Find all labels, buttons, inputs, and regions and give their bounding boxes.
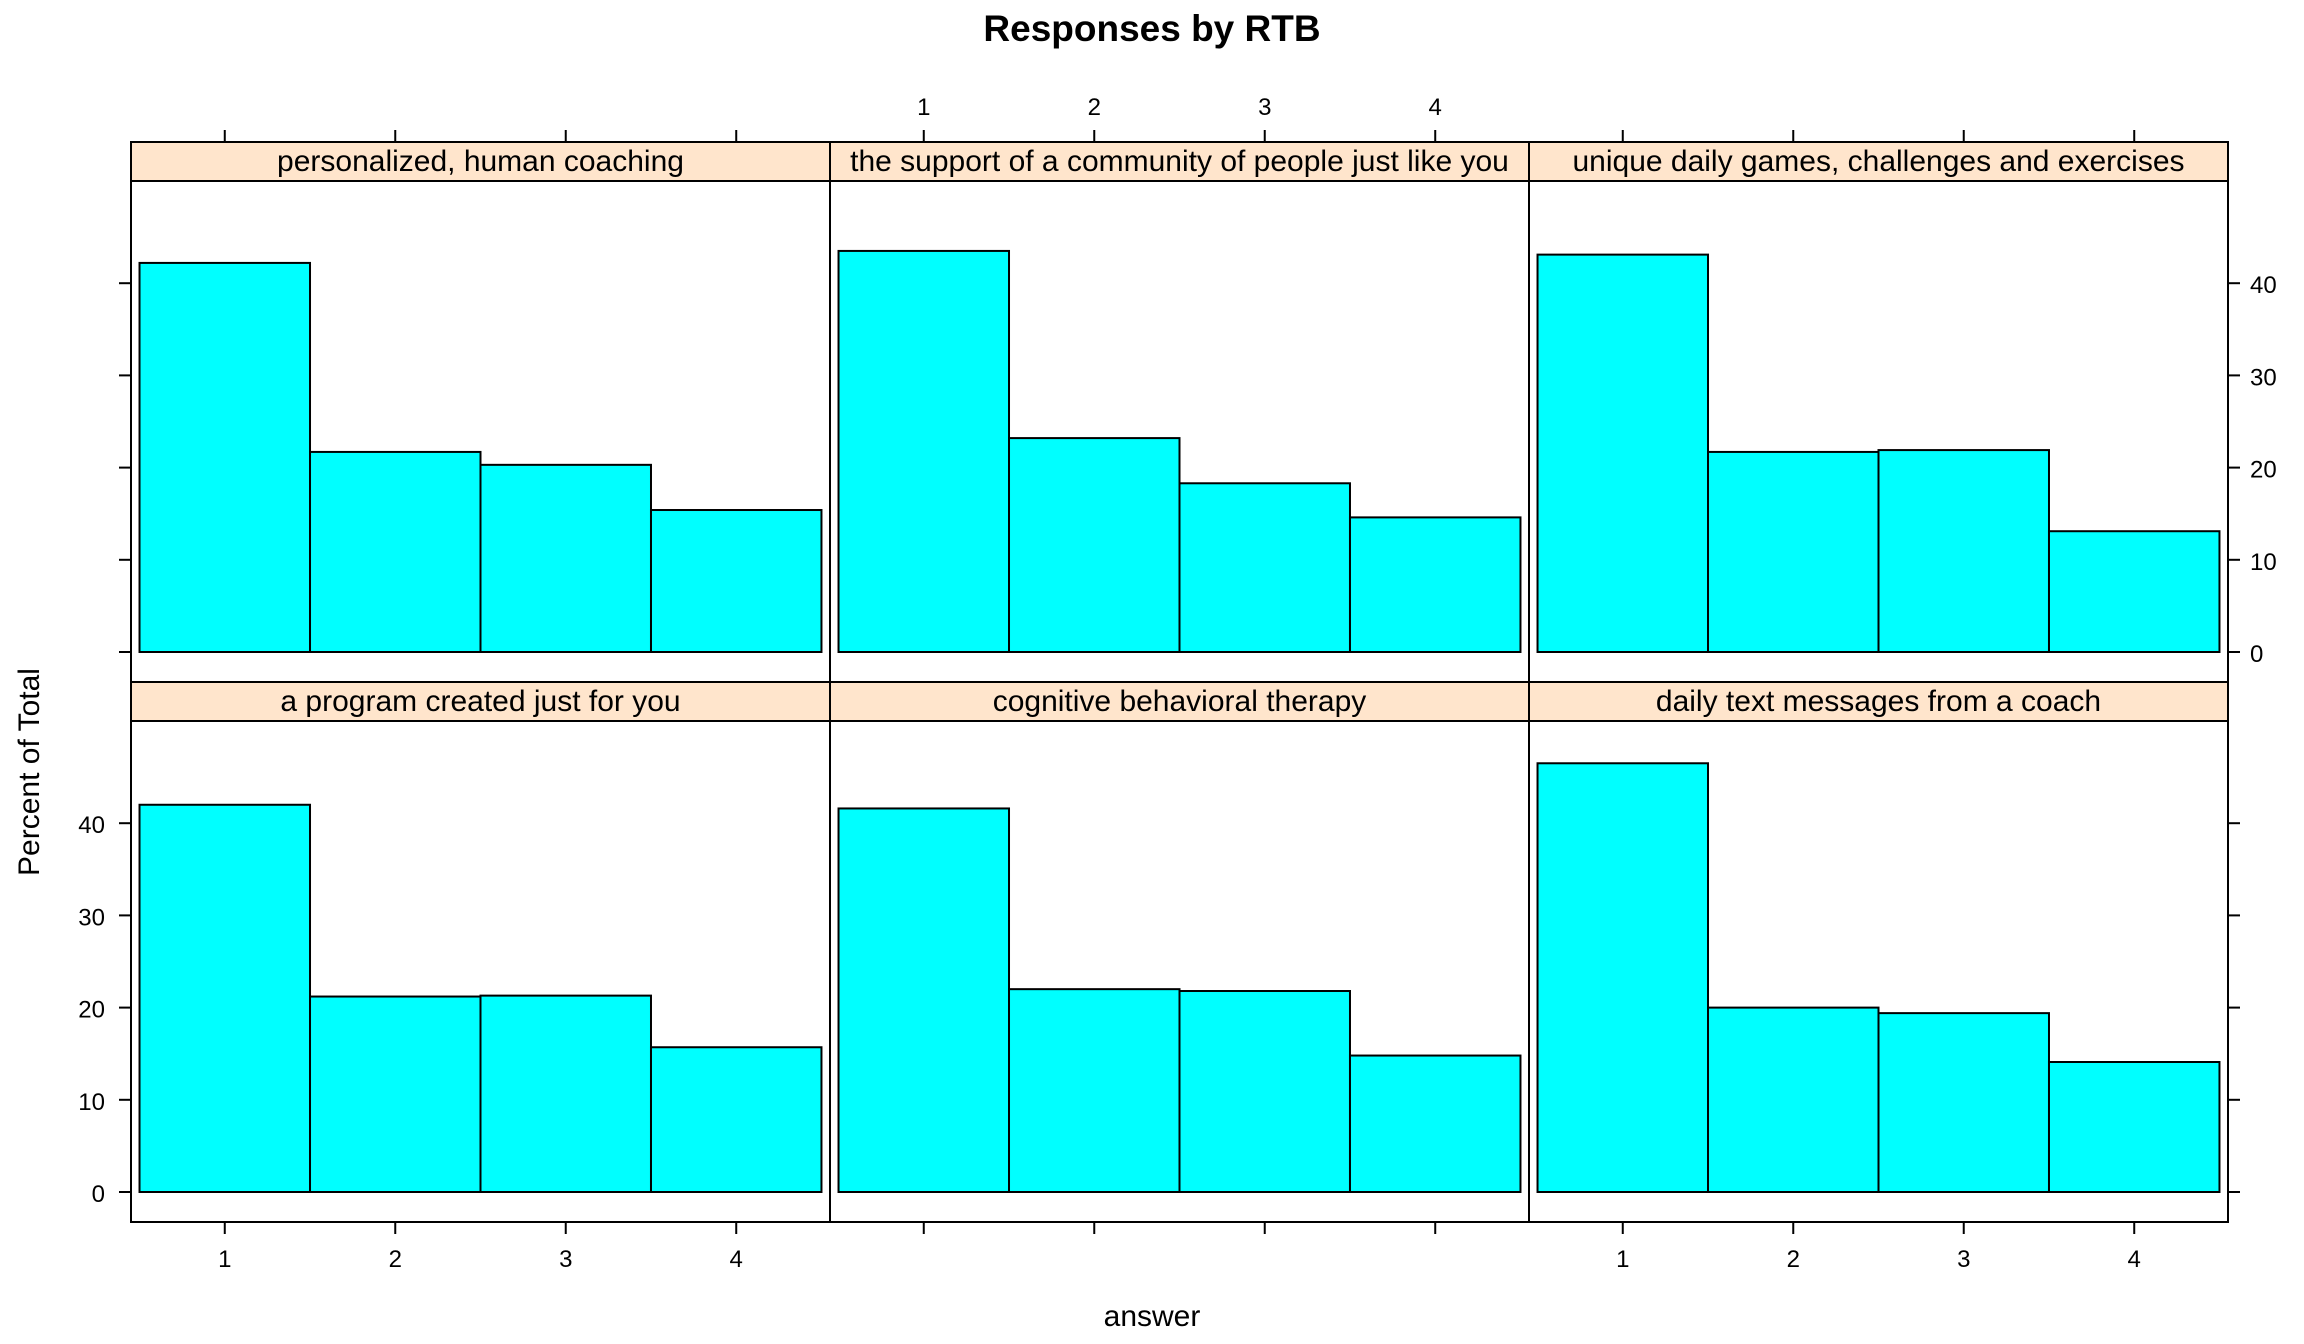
y-tick-label: 40 (2250, 272, 2277, 299)
bar (2047, 530, 2221, 654)
x-tick-label: 3 (1957, 1246, 1970, 1273)
bar (138, 803, 312, 1193)
bar (1008, 437, 1181, 654)
bar (479, 463, 652, 654)
bar (649, 509, 823, 653)
bar (1707, 450, 1880, 653)
x-tick-label: 2 (389, 1246, 402, 1273)
bar (309, 995, 482, 1194)
bar (1178, 482, 1351, 653)
bar (837, 807, 1011, 1193)
y-tick-label: 40 (78, 812, 105, 839)
bar (1707, 1006, 1880, 1193)
bar (1348, 516, 1522, 653)
bar (2047, 1060, 2221, 1194)
bar (1178, 990, 1351, 1194)
panel-strip (130, 141, 831, 182)
y-tick-label: 20 (78, 997, 105, 1024)
x-tick-label: 2 (1088, 94, 1101, 121)
y-axis-title: Percent of Total (13, 668, 46, 876)
panel-frame (1528, 180, 2229, 683)
y-tick-label: 10 (2250, 549, 2277, 576)
x-tick-label: 3 (559, 1246, 572, 1273)
panel-strip (1528, 141, 2229, 182)
bar (1536, 253, 1710, 653)
panel-strip-label: a program created just for you (280, 685, 680, 718)
bar (138, 261, 312, 653)
y-tick-label: 20 (2250, 457, 2277, 484)
chart-title: Responses by RTB (983, 8, 1321, 49)
bar (1348, 1054, 1522, 1193)
panel-strip-label: unique daily games, challenges and exerc… (1572, 145, 2184, 178)
panel-strip-label: cognitive behavioral therapy (993, 685, 1367, 718)
x-tick-label: 1 (218, 1246, 231, 1273)
panel-frame (1528, 720, 2229, 1223)
x-tick-label: 4 (730, 1246, 743, 1273)
x-tick-label: 4 (1429, 94, 1442, 121)
x-tick-label: 3 (1258, 94, 1271, 121)
y-tick-label: 10 (78, 1089, 105, 1116)
bar (1877, 1012, 2050, 1194)
bar (309, 450, 482, 653)
panel-strip-label: personalized, human coaching (277, 145, 684, 178)
y-tick-label: 0 (92, 1181, 105, 1208)
panel-strip (1528, 681, 2229, 722)
x-tick-label: 1 (917, 94, 930, 121)
bar (1536, 762, 1710, 1194)
bar (649, 1046, 823, 1193)
panel-strip-label: the support of a community of people jus… (850, 145, 1509, 178)
y-tick-label: 0 (2250, 641, 2263, 668)
x-tick-label: 2 (1787, 1246, 1800, 1273)
bar (1877, 449, 2050, 653)
bar (1008, 988, 1181, 1193)
y-tick-label: 30 (2250, 364, 2277, 391)
x-tick-label: 1 (1616, 1246, 1629, 1273)
panel-strip-label: daily text messages from a coach (1656, 685, 2101, 718)
bar (837, 249, 1011, 653)
bar (479, 994, 652, 1194)
y-tick-label: 30 (78, 904, 105, 931)
x-tick-label: 4 (2128, 1246, 2141, 1273)
panel-strip (130, 681, 831, 722)
x-axis-title: answer (1103, 1300, 1201, 1333)
